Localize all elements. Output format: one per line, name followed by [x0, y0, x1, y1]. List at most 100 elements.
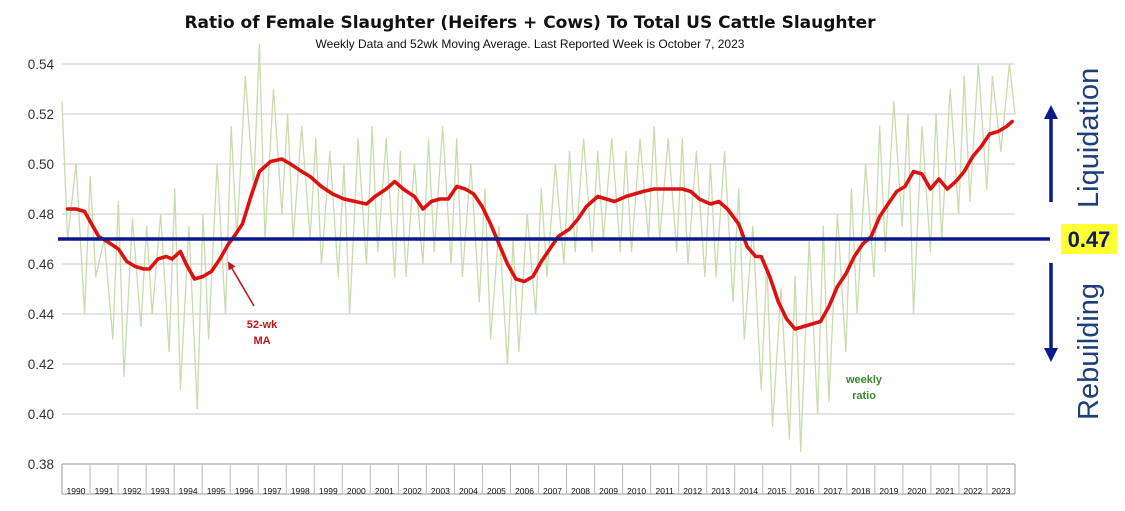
data-point-weekly — [619, 250, 621, 253]
data-point-weekly — [117, 200, 119, 203]
data-point-weekly — [715, 275, 717, 278]
data-point-weekly — [752, 225, 754, 228]
x-tick-label: 1992 — [123, 486, 142, 496]
data-point-weekly — [123, 375, 125, 378]
data-point-weekly — [574, 250, 576, 253]
data-point-weekly — [845, 350, 847, 353]
data-point-weekly — [568, 150, 571, 153]
data-point-ma — [681, 188, 684, 190]
x-tick-label: 1994 — [179, 486, 198, 496]
data-point-ma — [464, 188, 466, 190]
data-point-ma — [142, 268, 145, 270]
data-point-weekly — [244, 75, 246, 78]
x-tick-label: 2000 — [347, 486, 366, 496]
data-point-weekly — [907, 113, 909, 115]
x-tick-label: 1998 — [291, 486, 310, 496]
data-point-weekly — [766, 263, 768, 265]
data-point-weekly — [540, 188, 542, 190]
data-point-weekly — [879, 125, 881, 128]
data-point-ma — [577, 218, 579, 220]
liquidation-label: Liquidation — [1073, 68, 1105, 208]
data-point-weekly — [856, 313, 858, 315]
data-point-weekly — [422, 263, 424, 265]
data-point-ma — [802, 325, 805, 328]
data-point-ma — [447, 198, 450, 200]
x-tick-label: 1999 — [319, 486, 338, 496]
data-point-ma — [642, 190, 644, 193]
data-point-weekly — [893, 100, 895, 103]
data-point-ma — [540, 260, 543, 263]
data-point-weekly — [456, 138, 458, 140]
x-tick-label: 2006 — [515, 486, 534, 496]
data-point-ma — [413, 195, 416, 198]
data-point-weekly — [794, 275, 796, 278]
x-tick-label: 2013 — [711, 486, 730, 496]
data-point-weekly — [901, 225, 903, 228]
data-point-ma — [233, 235, 235, 238]
data-point-weekly — [836, 213, 838, 215]
weekly-label-line2: ratio — [852, 390, 876, 402]
data-point-weekly — [695, 150, 697, 153]
x-tick-label: 2021 — [935, 486, 954, 496]
data-point-weekly — [224, 313, 227, 315]
data-point-ma — [811, 323, 813, 325]
data-point-weekly — [160, 213, 162, 215]
data-point-ma — [971, 155, 974, 158]
x-tick-label: 2020 — [907, 486, 926, 496]
data-point-ma — [75, 208, 77, 210]
x-tick-label: 2014 — [739, 486, 758, 496]
data-point-weekly — [301, 125, 303, 128]
data-point-ma — [887, 203, 889, 205]
data-point-ma — [946, 188, 949, 190]
data-point-ma — [954, 180, 957, 183]
data-point-ma — [777, 300, 779, 303]
data-point-ma — [309, 175, 311, 178]
data-point-ma — [768, 275, 771, 278]
y-tick-label: 0.54 — [28, 57, 55, 72]
data-point-ma — [515, 278, 517, 280]
data-point-weekly — [1014, 113, 1016, 115]
data-point-weekly — [83, 313, 86, 315]
data-point-weekly — [450, 263, 452, 265]
data-point-weekly — [780, 288, 782, 290]
y-tick-label: 0.38 — [28, 457, 54, 472]
data-point-weekly — [625, 150, 627, 153]
data-point-weekly — [461, 275, 463, 278]
data-point-ma — [988, 133, 991, 135]
data-point-ma — [179, 250, 182, 253]
data-point-weekly — [61, 100, 63, 103]
x-tick-label: 2003 — [431, 486, 450, 496]
data-point-ma — [760, 255, 763, 258]
data-point-weekly — [1008, 63, 1010, 65]
data-point-ma — [385, 188, 388, 190]
data-point-weekly — [611, 138, 613, 140]
data-point-weekly — [151, 313, 153, 315]
data-point-weekly — [112, 338, 114, 340]
data-point-ma — [157, 258, 159, 260]
x-tick-label: 2007 — [543, 486, 562, 496]
data-point-weekly — [174, 188, 176, 190]
data-point-ma — [300, 170, 303, 173]
x-tick-label: 2016 — [795, 486, 814, 496]
data-point-ma — [354, 200, 357, 203]
data-point-ma — [289, 163, 292, 165]
data-point-weekly — [1000, 150, 1002, 153]
data-point-ma — [718, 200, 720, 203]
data-point-weekly — [709, 163, 712, 165]
data-point-ma — [97, 235, 100, 238]
data-point-weekly — [676, 250, 678, 253]
y-tick-label: 0.46 — [28, 257, 54, 272]
data-point-weekly — [912, 313, 915, 315]
x-tick-label: 2004 — [459, 486, 478, 496]
data-point-weekly — [394, 275, 396, 278]
data-point-ma — [148, 268, 151, 270]
x-tick-label: 1993 — [151, 486, 170, 496]
data-point-weekly — [738, 188, 740, 190]
data-point-weekly — [667, 138, 669, 140]
x-tick-label: 1996 — [235, 486, 254, 496]
data-point-ma — [193, 278, 196, 280]
data-point-ma — [269, 160, 272, 163]
data-point-ma — [828, 305, 830, 308]
data-point-weekly — [653, 125, 655, 128]
